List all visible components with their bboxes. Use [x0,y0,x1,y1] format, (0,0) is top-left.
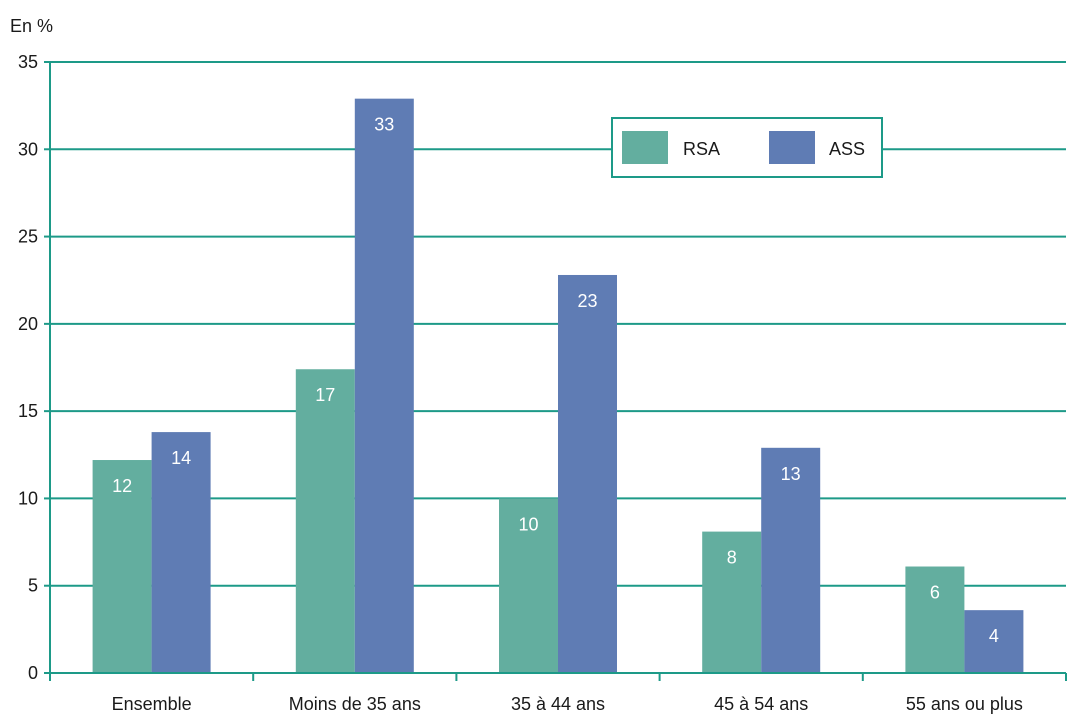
y-tick-label: 0 [28,663,38,683]
bar-ass [558,274,617,673]
y-tick-label: 15 [18,401,38,421]
x-tick-label: 55 ans ou plus [906,694,1023,714]
data-label: 4 [989,626,999,646]
x-tick-label: 45 à 54 ans [714,694,808,714]
x-tick-label: 35 à 44 ans [511,694,605,714]
data-label: 14 [171,448,191,468]
legend-swatch-ass [769,131,815,164]
bar-ass [964,610,1024,673]
y-tick-label: 20 [18,314,38,334]
bar-rsa [499,498,558,673]
legend: RSA ASS [611,117,883,178]
bar-rsa [92,460,152,673]
bar-rsa [702,531,762,673]
legend-swatch-rsa [622,131,668,164]
bars: 12 14 17 33 10 23 8 13 6 4 [92,98,1024,673]
data-label: 6 [930,583,940,603]
y-tick-label: 30 [18,139,38,159]
unit-label: En % [10,16,53,36]
data-label: 10 [518,514,538,534]
data-label: 13 [781,464,801,484]
data-label: 23 [577,291,597,311]
data-label: 12 [112,476,132,496]
x-tick-label: Moins de 35 ans [289,694,421,714]
data-label: 17 [315,385,335,405]
x-tick-label: Ensemble [112,694,192,714]
axes: 0 5 10 15 20 25 30 35 Ensemble Moins de 35 ans 35 … [18,52,1067,714]
data-label: 33 [374,115,394,135]
bar-ass [354,98,414,673]
legend-label-rsa: RSA [683,139,720,159]
bar-ass [761,447,821,673]
data-label: 8 [727,548,737,568]
bar-ass [151,432,211,673]
bar-rsa [295,369,355,673]
legend-label-ass: ASS [829,139,865,159]
y-tick-label: 5 [28,576,38,596]
y-tick-label: 10 [18,488,38,508]
y-tick-label: 35 [18,52,38,72]
bar-rsa [905,566,965,673]
y-tick-label: 25 [18,227,38,247]
